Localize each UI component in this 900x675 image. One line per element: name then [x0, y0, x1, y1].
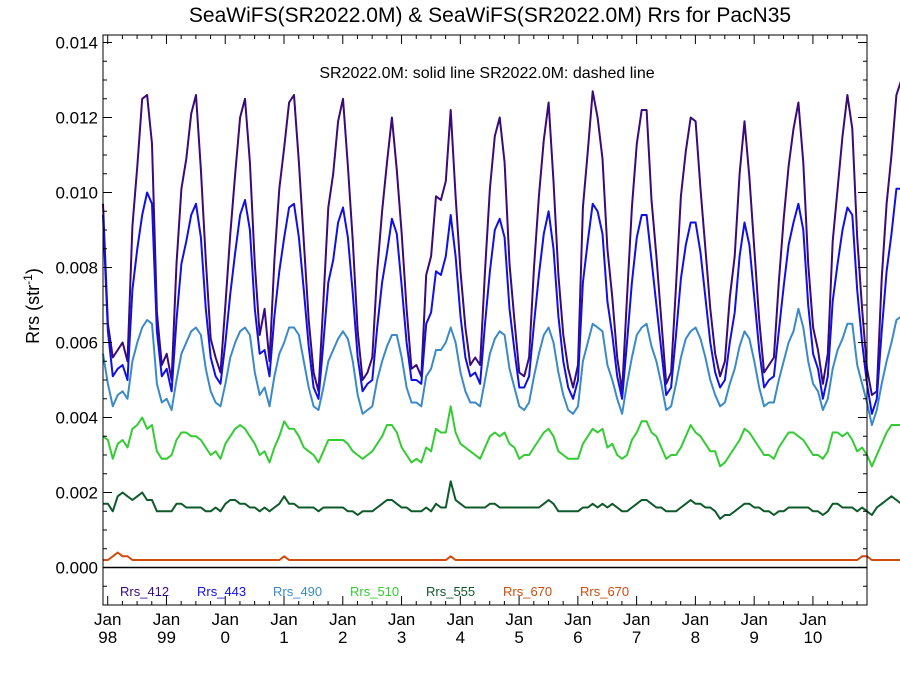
y-tick-label: 0.004: [55, 409, 98, 428]
x-tick-label-month: Jan: [212, 610, 239, 629]
x-tick-label-year: 98: [98, 628, 117, 647]
x-tick-label-month: Jan: [329, 610, 356, 629]
series-line-rrs-555: [103, 480, 900, 520]
x-tick-label-year: 6: [573, 628, 582, 647]
x-tick-label-month: Jan: [799, 610, 826, 629]
x-tick-label-year: 7: [632, 628, 641, 647]
y-tick-label: 0.012: [55, 109, 98, 128]
x-tick-label-year: 3: [397, 628, 406, 647]
x-tick-label-year: 99: [157, 628, 176, 647]
y-tick-label: 0.008: [55, 259, 98, 278]
x-tick-label-year: 0: [221, 628, 230, 647]
y-tick-label: 0.006: [55, 334, 98, 353]
x-tick-label-year: 4: [456, 628, 465, 647]
x-tick-label-month: Jan: [153, 610, 180, 629]
legend: Rrs_412 Rrs_443 Rrs_490 Rrs_510 Rrs_555 Rrs_6…: [120, 584, 629, 599]
axes: 0.000 0.002 0.004 0.006 0.008 0.010 0.012 0.014…: [55, 34, 868, 647]
series-line-rrs-510: [102, 405, 900, 468]
y-tick-label: 0.014: [55, 34, 98, 53]
legend-item-rrs-670: Rrs_670: [580, 584, 629, 599]
x-tick-label-month: Jan: [447, 610, 474, 629]
y-tick-label: 0.002: [55, 484, 98, 503]
chart-title: SeaWiFS(SR2022.0M) & SeaWiFS(SR2022.0M) …: [189, 4, 791, 27]
legend-item-rrs-510: Rrs_510: [350, 584, 399, 599]
plot-frame: [102, 34, 868, 606]
y-axis-label-close: ): [23, 268, 43, 274]
x-tick-label-year: 10: [803, 628, 822, 647]
plot-area: [102, 80, 900, 561]
series-line-rrs-490: [102, 307, 900, 426]
y-tick-label: 0.000: [55, 559, 98, 578]
line-style-note: SR2022.0M: solid line SR2022.0M: dashed …: [319, 65, 654, 82]
x-tick-label-month: Jan: [682, 610, 709, 629]
x-tick-label-month: Jan: [94, 610, 121, 629]
x-tick-label-month: Jan: [623, 610, 650, 629]
series-line-rrs-443: [102, 187, 900, 415]
series-line-rrs-412: [102, 80, 900, 396]
x-tick-label-year: 8: [691, 628, 700, 647]
x-tick-label-month: Jan: [270, 610, 297, 629]
legend-item-rrs-670: Rrs_670: [503, 584, 552, 599]
x-tick-label-year: 5: [514, 628, 523, 647]
x-tick-label-year: 2: [338, 628, 347, 647]
legend-item-rrs-443: Rrs_443: [197, 584, 246, 599]
y-axis-label-main: Rrs (str: [23, 285, 43, 344]
x-tick-label-month: Jan: [505, 610, 532, 629]
legend-item-rrs-555: Rrs_555: [426, 584, 475, 599]
x-tick-label-year: 9: [749, 628, 758, 647]
legend-item-rrs-490: Rrs_490: [273, 584, 322, 599]
series-line-rrs-670: [103, 551, 900, 561]
x-tick-label-year: 1: [279, 628, 288, 647]
x-tick-label-month: Jan: [388, 610, 415, 629]
x-tick-label-month: Jan: [740, 610, 767, 629]
legend-item-rrs-412: Rrs_412: [120, 584, 169, 599]
y-axis-label-sup: -1: [21, 274, 35, 285]
y-tick-label: 0.010: [55, 184, 98, 203]
x-tick-label-month: Jan: [564, 610, 591, 629]
y-axis-label: Rrs (str-1): [21, 268, 43, 344]
